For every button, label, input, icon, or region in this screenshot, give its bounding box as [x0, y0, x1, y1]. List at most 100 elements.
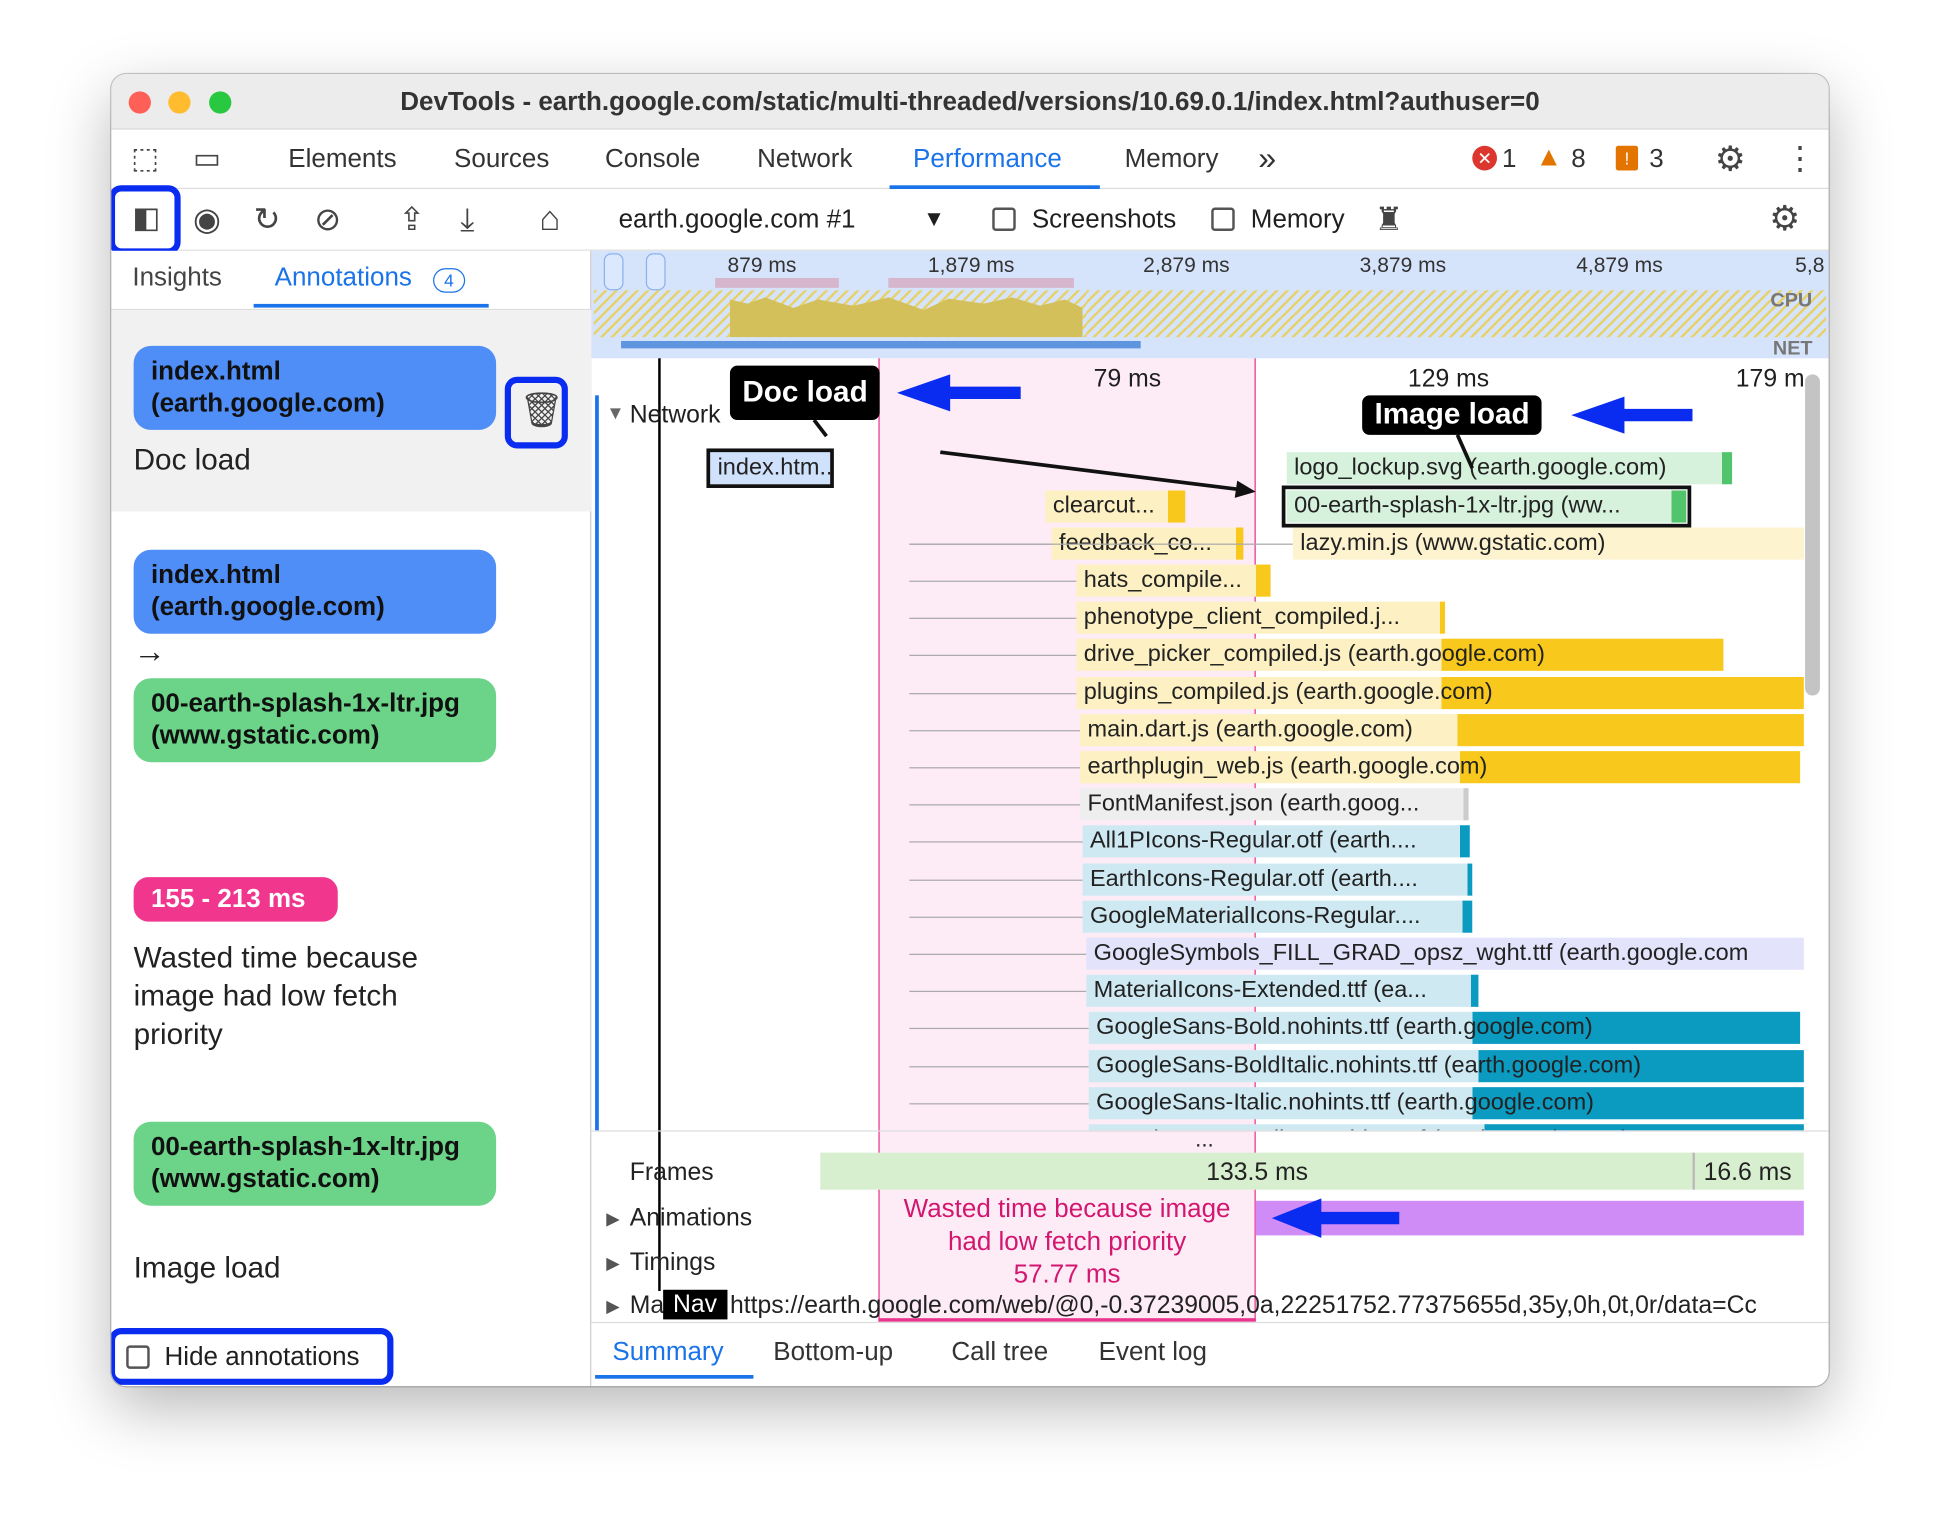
settings-gear-icon[interactable]: ⚙ [1714, 139, 1746, 178]
network-track-label[interactable]: Network [629, 401, 721, 429]
frame-duration: 16.6 ms [1703, 1158, 1792, 1186]
network-request-bar[interactable]: 00-earth-splash-1x-ltr.jpg (ww... [1281, 485, 1692, 528]
tab-elements[interactable]: Elements [288, 144, 397, 173]
range-handle-left[interactable] [603, 253, 624, 291]
tab-console[interactable]: Console [604, 144, 701, 173]
tab-insights[interactable]: Insights [132, 263, 222, 292]
minimize-button[interactable] [168, 91, 191, 114]
cpu-label: CPU [1770, 290, 1813, 312]
network-request-bar[interactable]: GoogleSans-BoldItalic.nohints.ttf (earth… [1088, 1050, 1804, 1083]
range-handle-right[interactable] [645, 253, 666, 291]
collapse-triangle-icon[interactable]: ▼ [606, 402, 625, 424]
network-request-bar[interactable]: GoogleSans-Italic.nohints.ttf (earth.goo… [1088, 1087, 1804, 1120]
clear-icon[interactable]: ⊘ [314, 200, 342, 238]
nav-marker[interactable]: Nav [663, 1289, 727, 1320]
network-request-bar[interactable]: lazy.min.js (www.gstatic.com) [1292, 527, 1804, 560]
network-request-bar[interactable]: hats_compile... [1076, 564, 1271, 597]
vertical-scrollbar[interactable] [1805, 374, 1820, 696]
broom-icon[interactable]: ♜ [1374, 200, 1404, 238]
network-request-bar[interactable]: GoogleSymbols_FILL_GRAD_opsz_wght.ttf (e… [1086, 937, 1804, 970]
time-tick: 79 ms [1093, 365, 1162, 393]
tab-call-tree[interactable]: Call tree [951, 1337, 1049, 1367]
kebab-menu-icon[interactable]: ⋮ [1784, 139, 1817, 177]
toggle-sidebar-icon[interactable]: ◧ [132, 201, 161, 235]
warning-count[interactable]: 8 [1571, 144, 1586, 173]
close-button[interactable] [128, 91, 151, 114]
annotation-connector [812, 374, 1693, 498]
request-wait-whisker [909, 990, 1087, 993]
screenshots-checkbox[interactable] [992, 207, 1016, 232]
network-request-bar[interactable]: clearcut... [1045, 490, 1186, 523]
hide-annotations-checkbox[interactable] [126, 1345, 150, 1369]
request-name: index.htm... [717, 454, 831, 481]
network-request-bar[interactable]: FontManifest.json (earth.goog... [1080, 788, 1469, 821]
tab-bottom-up[interactable]: Bottom-up [773, 1337, 894, 1367]
expand-triangle-icon[interactable]: ▶ [606, 1208, 620, 1228]
overview-tick: 2,879 ms [1143, 253, 1230, 277]
network-request-bar[interactable]: plugins_compiled.js (earth.google.com) [1076, 676, 1804, 710]
network-request-bar[interactable]: logo_lockup.svg (earth.google.com) [1286, 452, 1733, 485]
request-name: FontManifest.json (earth.goog... [1087, 790, 1420, 817]
timeline-panel: 879 ms 1,879 ms 2,879 ms 3,879 ms 4,879 … [591, 250, 1829, 1322]
network-request-bar[interactable]: GoogleSans-Medium.nohints.ttf (earth.goo… [1088, 1124, 1804, 1131]
maximize-button[interactable] [209, 91, 232, 114]
target-select[interactable]: earth.google.com #1 [618, 205, 856, 234]
network-request-bar[interactable]: MaterialIcons-Extended.ttf (ea... [1086, 974, 1479, 1007]
tab-memory[interactable]: Memory [1124, 144, 1219, 173]
doc-load-callout[interactable]: Doc load [729, 365, 881, 421]
frame-bar[interactable] [820, 1152, 1804, 1190]
annotation-entry-pill[interactable]: 00-earth-splash-1x-ltr.jpg (www.gstatic.… [133, 1121, 497, 1206]
capture-settings-gear-icon[interactable]: ⚙ [1769, 198, 1801, 238]
tab-summary[interactable]: Summary [612, 1337, 724, 1367]
timings-track-label[interactable]: Timings [629, 1248, 716, 1277]
network-request-bar[interactable]: GoogleMaterialIcons-Regular.... [1082, 900, 1473, 933]
issues-count[interactable]: 3 [1649, 144, 1664, 173]
network-request-bar[interactable]: main.dart.js (earth.google.com) [1080, 714, 1804, 747]
download-icon[interactable]: ⤓ [460, 200, 475, 238]
expand-triangle-icon[interactable]: ▶ [606, 1252, 620, 1273]
main-track-label[interactable]: Ma [629, 1292, 665, 1320]
animations-track-label[interactable]: Animations [629, 1204, 753, 1232]
device-toolbar-icon[interactable]: ▭ [193, 142, 222, 176]
annotation-range-pill[interactable]: 155 - 213 ms [133, 877, 338, 922]
overview-tick: 4,879 ms [1576, 253, 1663, 277]
error-icon[interactable]: ✕ [1472, 145, 1498, 171]
network-request-bar[interactable]: GoogleSans-Bold.nohints.ttf (earth.googl… [1088, 1011, 1801, 1044]
network-request-bar[interactable]: earthplugin_web.js (earth.google.com) [1080, 751, 1801, 784]
frames-track-label[interactable]: Frames [629, 1158, 714, 1186]
inspect-element-icon[interactable]: ⬚ [131, 142, 160, 176]
home-icon[interactable]: ⌂ [539, 198, 561, 238]
error-count[interactable]: 1 [1501, 144, 1517, 173]
timeline-overview[interactable]: 879 ms 1,879 ms 2,879 ms 3,879 ms 4,879 … [591, 250, 1829, 360]
image-load-callout[interactable]: Image load [1362, 395, 1543, 435]
tab-event-log[interactable]: Event log [1098, 1337, 1207, 1367]
more-rows-indicator[interactable]: ... [1195, 1126, 1214, 1152]
active-tab-indicator [595, 1375, 754, 1379]
trash-icon[interactable]: 🗑 [519, 390, 564, 429]
warning-icon[interactable]: ▲ [1535, 140, 1563, 172]
annotation-entry-pill[interactable]: index.html (earth.google.com) [133, 345, 497, 430]
reload-record-icon[interactable]: ↻ [253, 200, 281, 238]
annotation-link-from-pill[interactable]: index.html (earth.google.com) [133, 549, 497, 634]
record-icon[interactable]: ◉ [193, 200, 222, 238]
network-request-bar[interactable]: All1PIcons-Regular.otf (earth.... [1082, 825, 1470, 858]
active-tab-indicator [253, 303, 489, 308]
network-request-bar[interactable]: EarthIcons-Regular.otf (earth.... [1082, 863, 1473, 896]
tab-annotations[interactable]: Annotations [274, 263, 412, 292]
memory-checkbox[interactable] [1211, 207, 1235, 232]
chevron-down-icon[interactable]: ▼ [922, 206, 946, 232]
tab-sources[interactable]: Sources [454, 144, 550, 173]
upload-icon[interactable]: ⇪ [398, 200, 426, 238]
expand-triangle-icon[interactable]: ▶ [606, 1295, 620, 1316]
tab-network[interactable]: Network [757, 144, 853, 173]
issues-icon[interactable]: ! [1615, 145, 1639, 171]
request-name: All1PIcons-Regular.otf (earth.... [1089, 827, 1417, 854]
network-request-bar[interactable]: phenotype_client_compiled.j... [1076, 601, 1446, 634]
network-request-bar[interactable]: drive_picker_compiled.js (earth.google.c… [1076, 638, 1724, 671]
annotations-count-badge: 4 [433, 268, 465, 293]
annotation-link-to-pill[interactable]: 00-earth-splash-1x-ltr.jpg (www.gstatic.… [133, 678, 497, 763]
request-name: lazy.min.js (www.gstatic.com) [1300, 529, 1606, 556]
network-request-bar[interactable]: index.htm... [706, 448, 834, 488]
tab-performance[interactable]: Performance [913, 144, 1062, 173]
more-tabs-icon[interactable]: » [1258, 139, 1277, 177]
